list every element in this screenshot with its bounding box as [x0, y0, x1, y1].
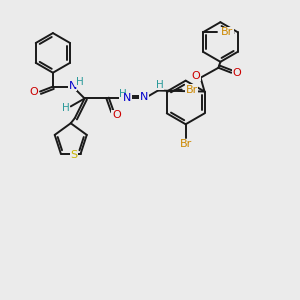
- Text: O: O: [233, 68, 242, 78]
- Text: S: S: [70, 150, 77, 160]
- Text: N: N: [140, 92, 148, 103]
- Text: O: O: [112, 110, 121, 120]
- Text: H: H: [156, 80, 164, 90]
- Text: O: O: [30, 86, 38, 97]
- Text: Br: Br: [221, 27, 233, 37]
- Text: N: N: [123, 94, 131, 103]
- Text: H: H: [119, 88, 127, 98]
- Text: Br: Br: [179, 139, 192, 149]
- Text: O: O: [191, 71, 200, 81]
- Text: Br: Br: [185, 85, 198, 94]
- Text: N: N: [68, 81, 77, 91]
- Text: H: H: [76, 76, 83, 87]
- Text: H: H: [62, 103, 70, 113]
